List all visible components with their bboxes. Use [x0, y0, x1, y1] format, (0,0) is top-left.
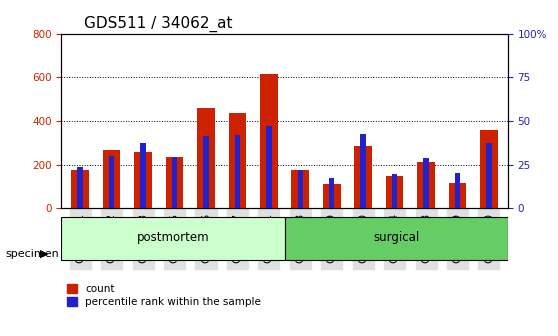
Text: postmortem: postmortem — [137, 232, 209, 244]
Bar — [203, 136, 209, 208]
Legend: count, percentile rank within the sample: count, percentile rank within the sample — [66, 284, 261, 307]
Bar — [172, 157, 177, 208]
Bar — [78, 167, 83, 208]
FancyBboxPatch shape — [285, 217, 508, 259]
Text: specimen: specimen — [6, 249, 59, 259]
FancyBboxPatch shape — [61, 217, 285, 259]
Bar — [455, 173, 460, 208]
Bar — [260, 74, 278, 208]
Text: surgical: surgical — [373, 232, 419, 244]
Bar — [486, 143, 492, 208]
Bar — [417, 163, 435, 208]
Bar — [266, 126, 272, 208]
Bar — [229, 113, 246, 208]
Bar — [386, 175, 403, 208]
Bar — [323, 184, 340, 208]
Bar — [329, 178, 334, 208]
Bar — [354, 146, 372, 208]
Bar — [480, 130, 498, 208]
Bar — [235, 135, 240, 208]
Bar — [197, 108, 215, 208]
Bar — [297, 170, 303, 208]
Bar — [449, 183, 466, 208]
Bar — [134, 152, 152, 208]
Bar — [103, 151, 121, 208]
Bar — [360, 134, 366, 208]
Text: GDS511 / 34062_at: GDS511 / 34062_at — [84, 16, 232, 32]
Text: ▶: ▶ — [40, 249, 49, 259]
Bar — [291, 170, 309, 208]
Bar — [166, 157, 184, 208]
Bar — [424, 158, 429, 208]
Bar — [71, 170, 89, 208]
Bar — [392, 174, 397, 208]
Bar — [141, 143, 146, 208]
Bar — [109, 156, 114, 208]
